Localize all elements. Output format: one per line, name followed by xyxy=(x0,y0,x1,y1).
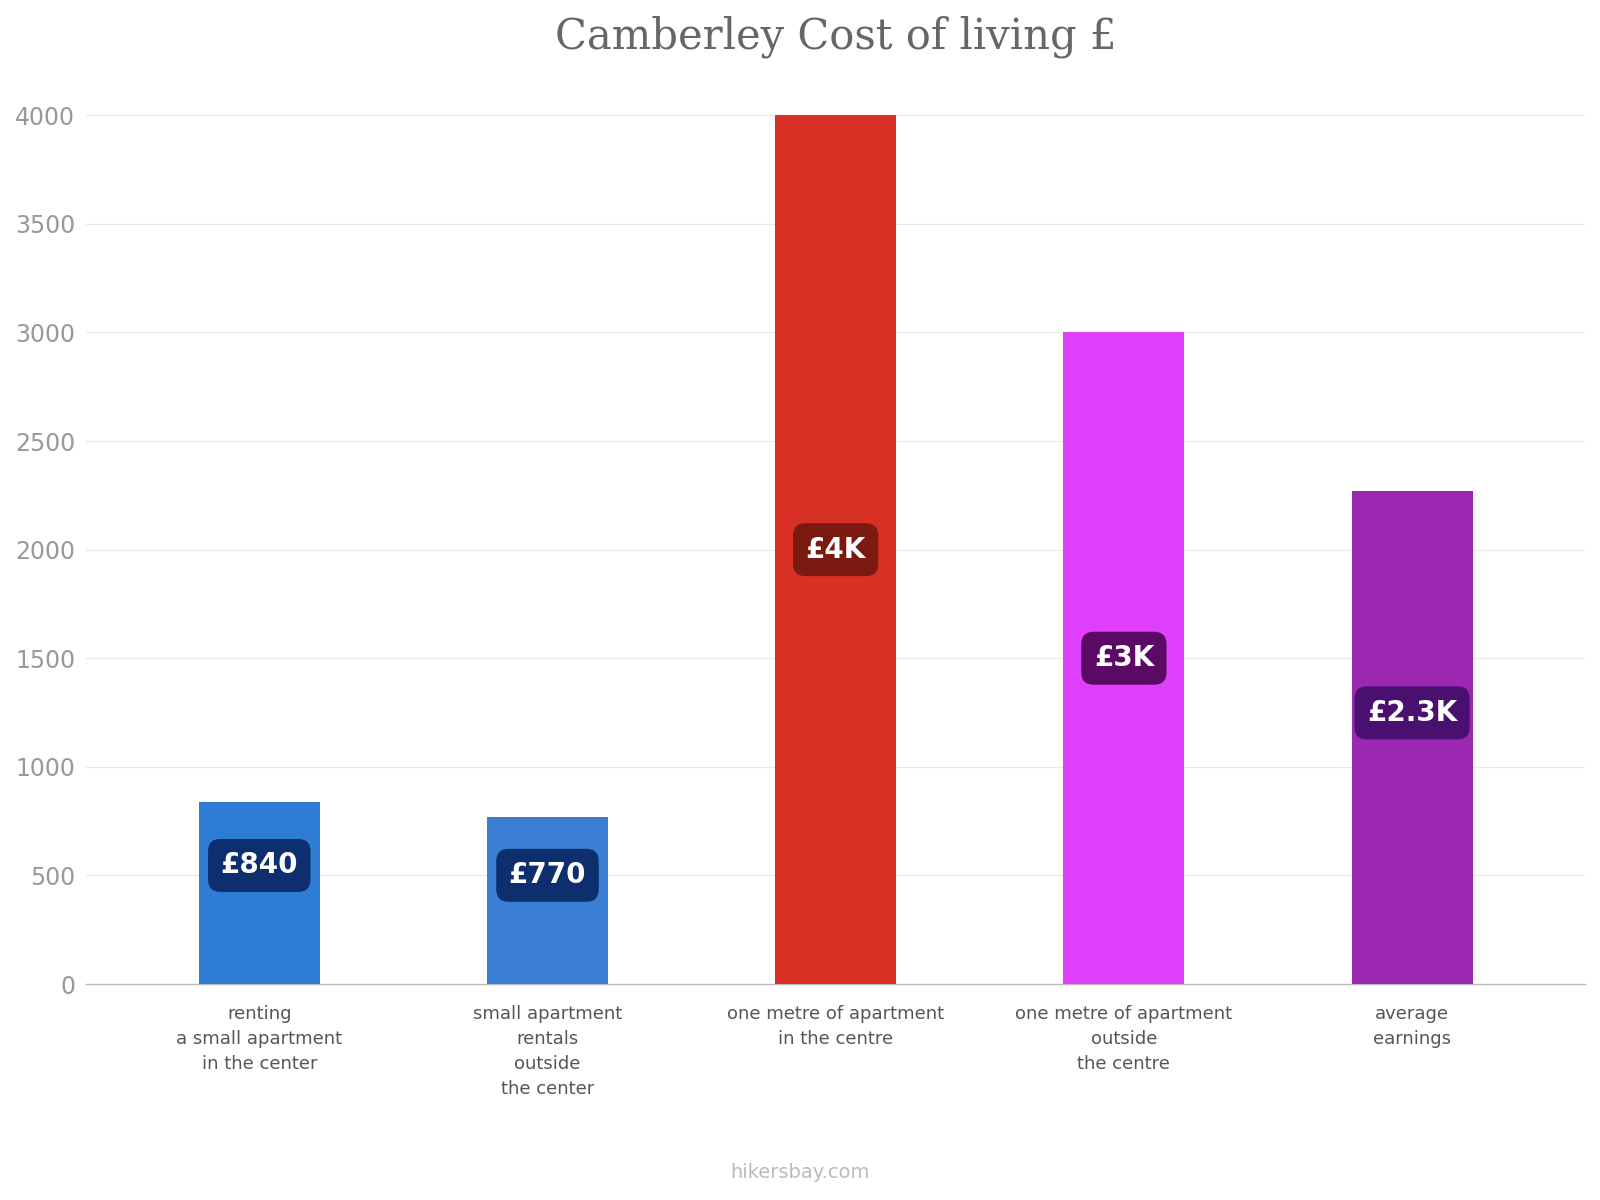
Text: hikersbay.com: hikersbay.com xyxy=(730,1163,870,1182)
Bar xyxy=(1064,332,1184,984)
Text: £770: £770 xyxy=(509,862,586,889)
Text: £840: £840 xyxy=(221,852,298,880)
Bar xyxy=(774,115,896,984)
Bar xyxy=(486,817,608,984)
Bar xyxy=(198,802,320,984)
Title: Camberley Cost of living £: Camberley Cost of living £ xyxy=(555,14,1117,58)
Text: £4K: £4K xyxy=(805,535,866,564)
Bar xyxy=(1352,491,1472,984)
Text: £3K: £3K xyxy=(1094,644,1154,672)
Text: £2.3K: £2.3K xyxy=(1366,698,1458,727)
